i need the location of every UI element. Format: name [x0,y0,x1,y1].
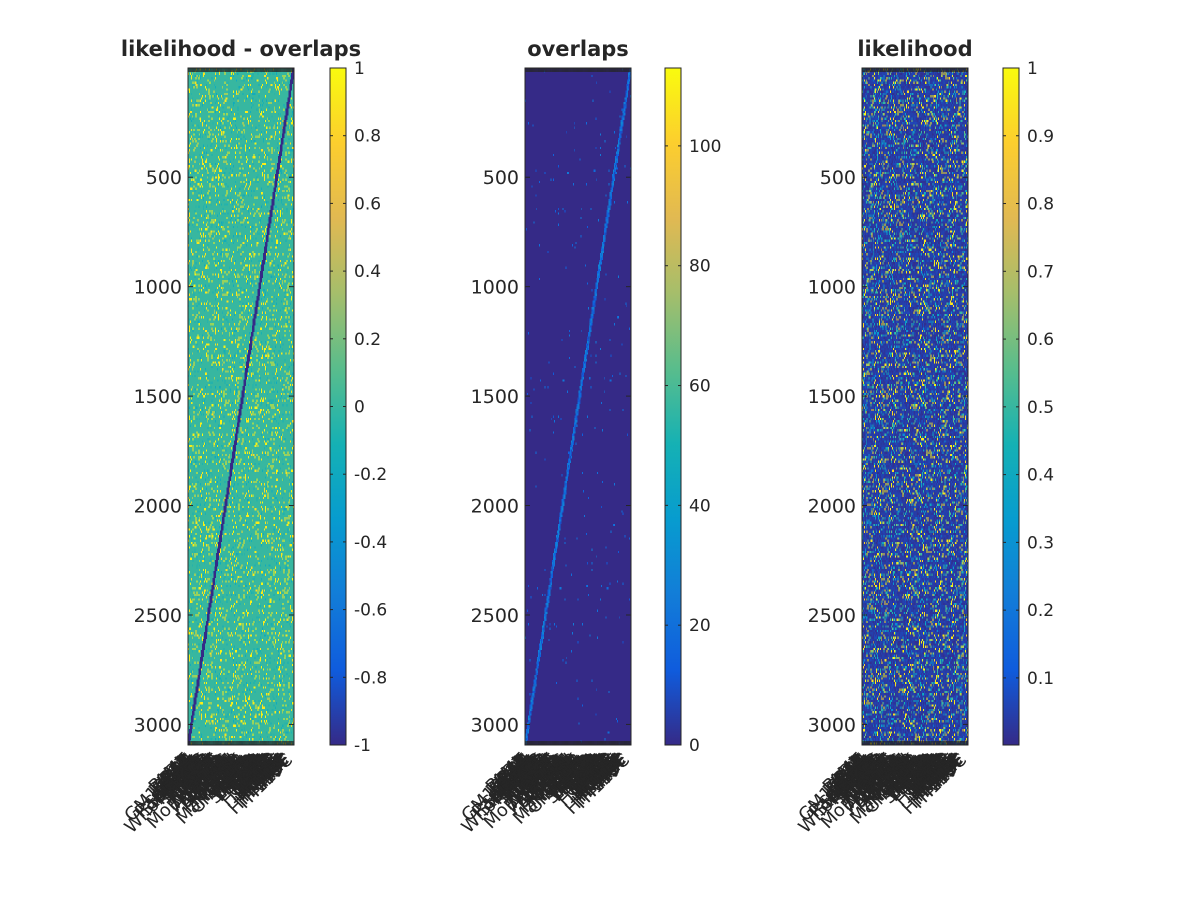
colorbar-tick-label: 0.7 [1027,262,1054,282]
colorbar-tick-label: 20 [689,616,711,636]
y-tick-label: 2000 [808,496,856,518]
chart-title: likelihood - overlaps [121,37,361,61]
y-tick-label: 2500 [471,605,519,627]
y-tick-label: 1500 [808,386,856,408]
colorbar-tick-label: 1 [354,59,365,79]
y-tick-label: 2500 [134,605,182,627]
colorbar-tick-label: 0.8 [1027,195,1054,215]
y-tick-label: 1000 [134,277,182,299]
y-tick-label: 2500 [808,605,856,627]
y-tick-label: 3000 [134,714,182,736]
panel-overlaps: overlaps 50010001500200025003000BoneAMLR… [457,37,721,838]
chart-title: likelihood [857,37,972,61]
heatmap-image [188,68,294,745]
colorbar-tick-label: 100 [689,137,721,157]
y-tick-label: 500 [146,167,182,189]
colorbar-tick-label: -0.8 [354,668,387,688]
colorbar-tick-label: 0 [689,736,700,756]
heatmap-image [525,68,631,745]
y-tick-label: 3000 [471,714,519,736]
y-tick-label: 1000 [471,277,519,299]
colorbar-tick-label: -0.6 [354,601,387,621]
colorbar-tick-label: 80 [689,257,711,277]
colorbar-tick-label: 0.2 [1027,601,1054,621]
heatmap-image [862,68,968,745]
y-tick-label: 3000 [808,714,856,736]
colorbar-tick-label: 0.1 [1027,669,1054,689]
y-tick-label: 1500 [471,386,519,408]
colorbar-tick-label: 0.4 [1027,466,1054,486]
colorbar-tick-label: 1 [1027,59,1038,79]
y-tick-label: 1000 [808,277,856,299]
y-tick-label: 2000 [134,496,182,518]
colorbar-tick-label: -0.4 [354,533,387,553]
colorbar-tick-label: 0.4 [354,262,381,282]
colorbar-tick-label: 0.6 [1027,330,1054,350]
colorbar-tick-label: 0.3 [1027,533,1054,553]
panel-likelihood: likelihood 50010001500200025003000BoneAM… [794,37,1054,838]
y-tick-label: 500 [483,167,519,189]
colorbar-tick-label: -0.2 [354,465,387,485]
colorbar-tick-label: 0.8 [354,127,381,147]
y-tick-label: 1500 [134,386,182,408]
colorbar-tick-label: 0.2 [354,330,381,350]
colorbar-tick-label: 0.5 [1027,398,1054,418]
panel-likelihood-minus-overlaps: likelihood - overlaps 500 1000 1500 2000 250… [120,37,387,838]
colorbar-tick-label: 0.6 [354,194,381,214]
colorbar-tick-label: 40 [689,496,711,516]
y-tick-label: 500 [820,167,856,189]
colorbar [664,67,682,746]
y-tick-label: 2000 [471,496,519,518]
colorbar-tick-label: 0.9 [1027,127,1054,147]
colorbar-tick-label: 0 [354,398,365,418]
colorbar-tick-label: -1 [354,736,371,756]
chart-title: overlaps [527,37,629,61]
colorbar-tick-label: 60 [689,377,711,397]
